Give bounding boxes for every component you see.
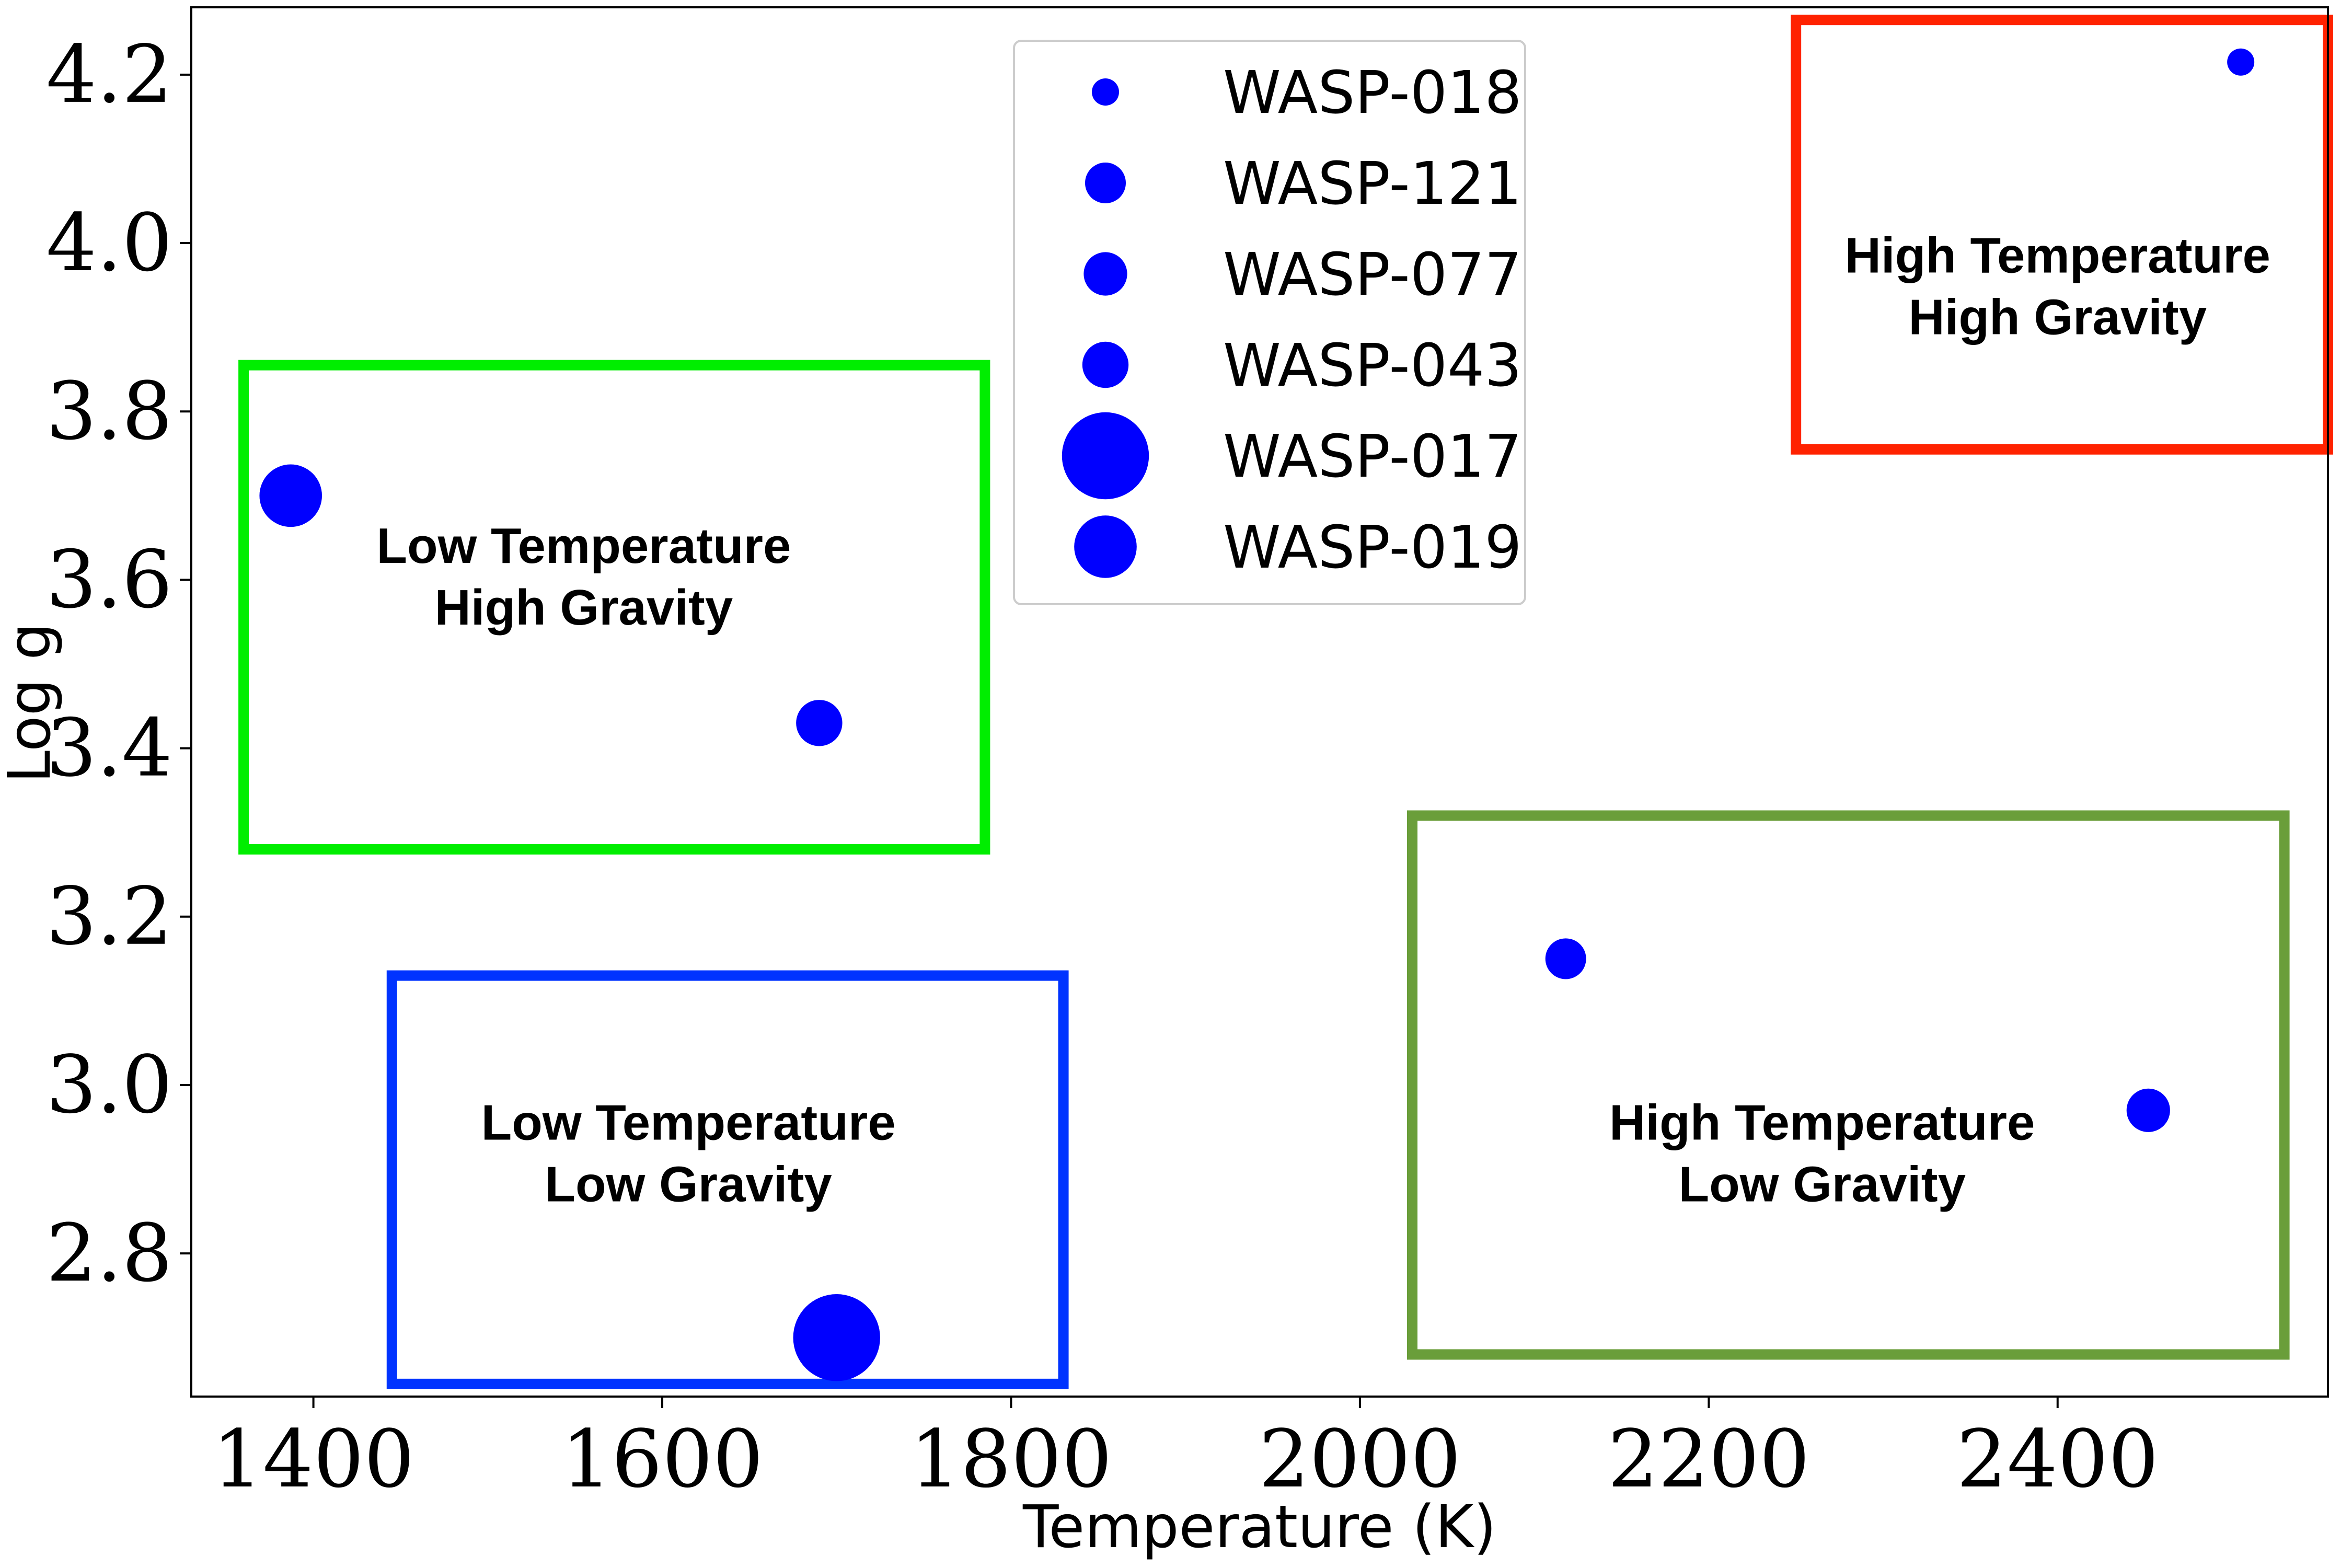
region-label-low-temp-high-gravity-line-2: High Gravity <box>434 580 733 636</box>
legend-label-wasp-017: WASP-017 <box>1223 423 1522 491</box>
point-wasp-017 <box>793 1294 880 1381</box>
x-tick-label-1800: 1800 <box>910 1413 1112 1505</box>
region-label-high-temp-high-gravity-line-2: High Gravity <box>1908 289 2207 345</box>
plot-frame <box>190 6 2329 1398</box>
legend-marker-wasp-018 <box>1092 78 1119 106</box>
region-label-low-temp-low-gravity-line-2: Low Gravity <box>545 1157 832 1213</box>
region-label-low-temp-high-gravity-line-1: Low Temperature <box>376 518 791 574</box>
region-box-high-temp-low-gravity <box>1407 810 2290 1360</box>
legend-marker-wasp-017 <box>1062 412 1149 500</box>
region-box-low-temp-high-gravity <box>238 360 990 855</box>
legend-marker-wasp-043 <box>1082 341 1129 388</box>
region-label-high-temp-high-gravity-line-1: High Temperature <box>1845 227 2270 283</box>
data-points <box>259 48 2255 1381</box>
region-boxes: Low Temperature High Gravity Low Temperatu… <box>238 15 2333 1389</box>
region-box-low-temp-low-gravity <box>386 970 1069 1389</box>
legend-label-wasp-121: WASP-121 <box>1223 150 1522 218</box>
point-wasp-077 <box>2126 1088 2170 1132</box>
legend-label-wasp-077: WASP-077 <box>1223 241 1522 309</box>
x-tick-label-2000: 2000 <box>1259 1413 1461 1505</box>
y-tick-label-2: 3.2 <box>46 870 172 963</box>
legend-label-wasp-019: WASP-019 <box>1223 514 1522 582</box>
y-axis-label: Log g <box>0 623 64 783</box>
legend-marker-wasp-121 <box>1085 163 1126 203</box>
y-tick-label-4: 3.6 <box>46 533 172 626</box>
point-wasp-121 <box>1545 938 1586 979</box>
legend-label-wasp-018: WASP-018 <box>1223 59 1522 127</box>
legend-entries: WASP-018 WASP-121 WASP-077 WASP-043 WASP-017… <box>1062 59 1522 582</box>
x-tick-label-1600: 1600 <box>561 1413 764 1505</box>
region-label-high-temp-low-gravity-line-2: Low Gravity <box>1678 1157 1965 1213</box>
legend: WASP-018 WASP-121 WASP-077 WASP-043 WASP-017… <box>1013 40 1526 605</box>
y-tick-label-1: 3.0 <box>46 1039 172 1131</box>
legend-marker-wasp-019 <box>1074 515 1137 578</box>
y-axis-ticks: 2.8 3.0 3.2 3.4 3.6 3.8 4.0 4.2 <box>46 28 191 1299</box>
region-label-low-temp-low-gravity-line-1: Low Temperature <box>481 1095 896 1151</box>
x-tick-label-1400: 1400 <box>212 1413 414 1505</box>
y-tick-label-0: 2.8 <box>46 1207 172 1299</box>
y-tick-label-5: 3.8 <box>46 365 172 457</box>
y-tick-label-3: 3.4 <box>46 702 172 794</box>
point-wasp-018 <box>2227 48 2255 76</box>
point-wasp-019 <box>259 464 322 527</box>
y-tick-label-6: 4.0 <box>46 197 172 289</box>
legend-marker-wasp-077 <box>1083 252 1127 296</box>
x-tick-label-2200: 2200 <box>1608 1413 1810 1505</box>
x-axis-label: Temperature (K) <box>1022 1493 1496 1561</box>
region-label-high-temp-low-gravity-line-1: High Temperature <box>1609 1095 2035 1151</box>
x-tick-label-2400: 2400 <box>1956 1413 2159 1505</box>
x-axis-ticks: 1400 1600 1800 2000 2200 2400 <box>212 1397 2159 1505</box>
y-tick-label-7: 4.2 <box>46 28 172 121</box>
point-wasp-043 <box>796 700 843 746</box>
legend-label-wasp-043: WASP-043 <box>1223 332 1522 400</box>
